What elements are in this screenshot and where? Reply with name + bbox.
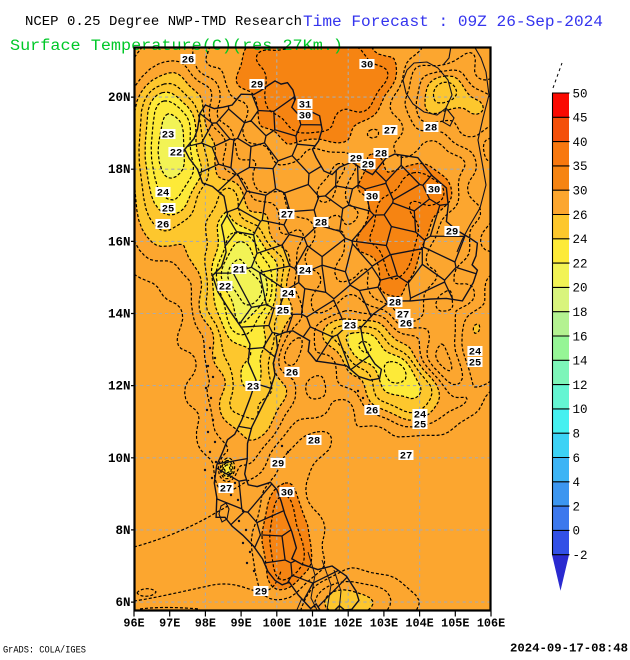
svg-text:16: 16 <box>573 330 588 344</box>
svg-text:-2: -2 <box>573 549 588 563</box>
svg-text:96E: 96E <box>123 617 144 631</box>
svg-text:100E: 100E <box>263 617 291 631</box>
svg-text:Surface Temperature(C)(res.27K: Surface Temperature(C)(res.27Km.) <box>10 37 343 55</box>
svg-text:21: 21 <box>233 265 246 277</box>
svg-text:29: 29 <box>255 587 268 599</box>
svg-text:25: 25 <box>469 358 482 370</box>
svg-text:24: 24 <box>157 188 170 200</box>
svg-text:24: 24 <box>414 410 427 422</box>
svg-text:23: 23 <box>247 382 260 394</box>
svg-text:GrADS: COLA/IGES: GrADS: COLA/IGES <box>3 645 86 657</box>
svg-text:6N: 6N <box>115 596 130 610</box>
svg-text:22: 22 <box>573 257 588 271</box>
svg-text:8: 8 <box>573 428 581 442</box>
svg-text:25: 25 <box>414 420 427 432</box>
svg-text:24: 24 <box>282 289 295 301</box>
svg-text:26: 26 <box>366 406 379 418</box>
svg-text:29: 29 <box>446 227 459 239</box>
svg-text:26: 26 <box>400 319 413 331</box>
svg-text:27: 27 <box>220 484 233 496</box>
svg-text:27: 27 <box>384 126 397 138</box>
svg-text:30: 30 <box>428 185 441 197</box>
svg-text:106E: 106E <box>477 617 505 631</box>
svg-text:10: 10 <box>573 403 588 417</box>
svg-text:103E: 103E <box>370 617 398 631</box>
svg-text:101E: 101E <box>298 617 326 631</box>
svg-text:30: 30 <box>573 185 588 199</box>
svg-text:30: 30 <box>361 60 374 72</box>
svg-text:22: 22 <box>170 148 183 160</box>
svg-text:25: 25 <box>277 306 290 318</box>
svg-text:0: 0 <box>573 525 581 539</box>
svg-text:NCEP 0.25 Degree NWP-TMD Resea: NCEP 0.25 Degree NWP-TMD Research <box>25 14 302 30</box>
svg-text:2: 2 <box>573 500 581 514</box>
svg-text:30: 30 <box>281 488 294 500</box>
svg-text:28: 28 <box>389 298 402 310</box>
svg-text:8N: 8N <box>115 524 130 538</box>
svg-text:22: 22 <box>219 282 232 294</box>
svg-text:104E: 104E <box>405 617 433 631</box>
svg-text:20N: 20N <box>108 91 131 105</box>
svg-text:23: 23 <box>344 321 357 333</box>
svg-text:14N: 14N <box>108 308 131 322</box>
svg-text:31: 31 <box>299 100 312 112</box>
svg-text:28: 28 <box>315 218 328 230</box>
svg-text:35: 35 <box>573 160 588 174</box>
svg-text:24: 24 <box>469 347 482 359</box>
svg-text:12: 12 <box>573 379 588 393</box>
svg-text:26: 26 <box>286 368 299 380</box>
svg-text:28: 28 <box>308 436 321 448</box>
svg-text:23: 23 <box>162 130 175 142</box>
svg-text:99E: 99E <box>230 617 251 631</box>
svg-text:Time Forecast : 09Z 26-Sep-202: Time Forecast : 09Z 26-Sep-2024 <box>303 13 603 31</box>
svg-text:27: 27 <box>281 210 294 222</box>
svg-text:6: 6 <box>573 452 581 466</box>
svg-text:97E: 97E <box>159 617 180 631</box>
svg-text:14: 14 <box>573 355 588 369</box>
svg-text:4: 4 <box>573 476 581 490</box>
svg-text:105E: 105E <box>441 617 469 631</box>
svg-text:12N: 12N <box>108 380 131 394</box>
svg-text:28: 28 <box>375 149 388 161</box>
svg-text:24: 24 <box>573 233 588 247</box>
svg-text:102E: 102E <box>334 617 362 631</box>
svg-text:26: 26 <box>182 55 195 67</box>
svg-text:2024-09-17-08:48: 2024-09-17-08:48 <box>510 642 628 656</box>
svg-text:27: 27 <box>400 451 413 463</box>
svg-text:29: 29 <box>251 80 264 92</box>
svg-text:29: 29 <box>350 154 363 166</box>
svg-text:26: 26 <box>573 209 588 223</box>
svg-text:29: 29 <box>272 459 285 471</box>
svg-text:20: 20 <box>573 282 588 296</box>
svg-text:40: 40 <box>573 136 588 150</box>
svg-text:30: 30 <box>299 111 312 123</box>
svg-text:24: 24 <box>299 266 312 278</box>
svg-text:10N: 10N <box>108 452 131 466</box>
svg-text:18: 18 <box>573 306 588 320</box>
svg-text:28: 28 <box>425 123 438 135</box>
svg-text:29: 29 <box>362 160 375 172</box>
svg-text:50: 50 <box>573 87 588 101</box>
svg-text:30: 30 <box>366 192 379 204</box>
svg-text:16N: 16N <box>108 235 131 249</box>
svg-text:18N: 18N <box>108 163 131 177</box>
svg-text:26: 26 <box>157 220 170 232</box>
svg-text:45: 45 <box>573 112 588 126</box>
svg-text:98E: 98E <box>195 617 216 631</box>
svg-text:25: 25 <box>162 204 175 216</box>
